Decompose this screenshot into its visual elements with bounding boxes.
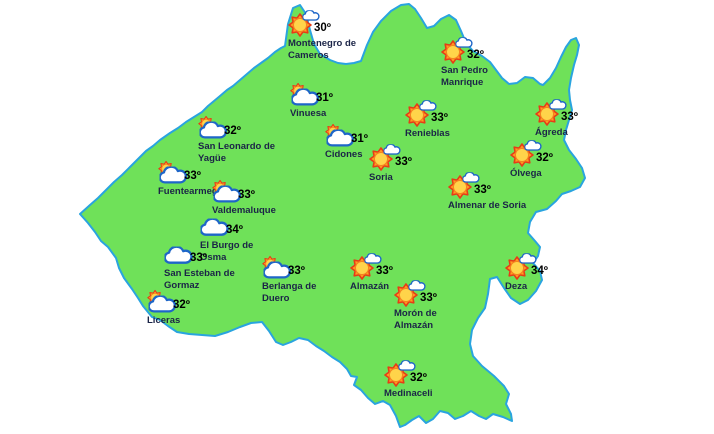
temperature-label: 32º bbox=[467, 49, 484, 61]
temperature-label: 32º bbox=[410, 372, 427, 384]
town-name-label: El Burgo de Osma bbox=[200, 240, 310, 263]
temperature-label: 30º bbox=[314, 22, 331, 34]
town-name-line: Almazán bbox=[350, 281, 390, 292]
town-name-line: San Esteban de bbox=[164, 268, 235, 279]
temperature-label: 31º bbox=[351, 133, 368, 145]
temperature-label: 32º bbox=[536, 152, 553, 164]
town-name-line: Deza bbox=[505, 281, 528, 292]
temperature-label: 33º bbox=[561, 111, 578, 123]
town-name-line: Almenar de Soria bbox=[448, 200, 527, 211]
temperature-label: 33º bbox=[190, 252, 207, 264]
town-name-line: Gormaz bbox=[164, 279, 200, 291]
temperature-label: 31º bbox=[316, 92, 333, 104]
town-name-label: Valdemaluque bbox=[212, 205, 322, 217]
town-marker-almenar-de-soria[interactable]: 33º Almenar de Soria bbox=[444, 170, 564, 240]
town-marker-berlanga-de-duero[interactable]: 33º Berlanga de Duero bbox=[258, 251, 378, 321]
town-marker-san-leonardo-de-yague[interactable]: 32º San Leonardo de Yagüe bbox=[194, 111, 314, 181]
temperature-label: 32º bbox=[224, 125, 241, 137]
temperature-label: 32º bbox=[173, 299, 190, 311]
town-name-label: Deza bbox=[505, 281, 615, 293]
town-name-label: San Pedro Manrique bbox=[441, 65, 551, 88]
temperature-label: 34º bbox=[226, 224, 243, 236]
town-name-line: Manrique bbox=[441, 76, 484, 88]
temperature-label: 33º bbox=[420, 292, 437, 304]
town-name-label: San Leonardo de Yagüe bbox=[198, 141, 308, 164]
town-name-line: Almazán bbox=[394, 319, 434, 331]
town-name-line: Ágreda bbox=[535, 127, 568, 138]
town-marker-moron-de-almazan[interactable]: 33º Morón de Almazán bbox=[390, 278, 510, 348]
town-name-label: Cidones bbox=[325, 149, 435, 161]
town-name-label: Liceras bbox=[147, 315, 257, 327]
town-marker-fuentearmegil[interactable]: 33º Fuentearmegil bbox=[154, 156, 274, 226]
town-marker-deza[interactable]: 34º Deza bbox=[501, 251, 621, 321]
town-name-line: Osma bbox=[200, 251, 227, 263]
town-name-line: Montenegro de bbox=[288, 38, 357, 49]
town-marker-san-pedro-manrique[interactable]: 32º San Pedro Manrique bbox=[437, 35, 557, 105]
town-name-label: Renieblas bbox=[405, 128, 515, 140]
town-marker-valdemaluque[interactable]: 33º Valdemaluque bbox=[208, 175, 328, 245]
town-name-line: Yagüe bbox=[198, 152, 226, 164]
town-name-line: Morón de bbox=[394, 308, 437, 319]
town-name-line: Valdemaluque bbox=[212, 205, 276, 216]
town-name-line: Vinuesa bbox=[290, 108, 327, 119]
town-name-label: Almazán bbox=[350, 281, 460, 293]
town-marker-medinaceli[interactable]: 32º Medinaceli bbox=[380, 358, 500, 428]
temperature-label: 33º bbox=[238, 189, 255, 201]
town-name-line: Cidones bbox=[325, 149, 363, 160]
town-marker-olvega[interactable]: 32º Ólvega bbox=[506, 138, 626, 208]
town-marker-almazan[interactable]: 33º Almazán bbox=[346, 251, 466, 321]
temperature-label: 33º bbox=[431, 112, 448, 124]
town-marker-soria[interactable]: 33º Soria bbox=[365, 142, 485, 212]
temperature-label: 33º bbox=[474, 184, 491, 196]
town-marker-vinuesa[interactable]: 31º Vinuesa bbox=[286, 78, 406, 148]
town-marker-agreda[interactable]: 33º Ágreda bbox=[531, 97, 651, 167]
town-name-label: Ágreda bbox=[535, 127, 645, 139]
town-name-label: San Esteban de Gormaz bbox=[164, 268, 274, 291]
town-name-label: Ólvega bbox=[510, 168, 620, 180]
town-name-line: El Burgo de bbox=[200, 240, 254, 251]
town-name-label: Fuentearmegil bbox=[158, 186, 268, 198]
town-name-label: Berlanga de Duero bbox=[262, 281, 372, 304]
temperature-label: 33º bbox=[395, 156, 412, 168]
town-name-line: Ólvega bbox=[510, 168, 542, 179]
temperature-label: 34º bbox=[531, 265, 548, 277]
town-name-label: Almenar de Soria bbox=[448, 200, 558, 212]
town-name-line: San Leonardo de bbox=[198, 141, 276, 152]
town-name-label: Vinuesa bbox=[290, 108, 400, 120]
town-marker-san-esteban-de-gormaz[interactable]: 33º San Esteban de Gormaz bbox=[160, 238, 280, 308]
town-name-line: Renieblas bbox=[405, 128, 450, 139]
town-name-line: Berlanga de bbox=[262, 281, 317, 292]
town-marker-montenegro-de-cameros[interactable]: 30º Montenegro de Cameros bbox=[284, 8, 404, 78]
town-marker-liceras[interactable]: 32º Liceras bbox=[143, 285, 263, 355]
town-name-line: Duero bbox=[262, 292, 290, 304]
town-name-line: Medinaceli bbox=[384, 388, 433, 399]
town-marker-el-burgo-de-osma[interactable]: 34º El Burgo de Osma bbox=[196, 210, 316, 280]
temperature-label: 33º bbox=[288, 265, 305, 277]
temperature-label: 33º bbox=[376, 265, 393, 277]
town-name-line: San Pedro bbox=[441, 65, 488, 76]
town-name-line: Fuentearmegil bbox=[158, 186, 223, 197]
town-name-label: Medinaceli bbox=[384, 388, 494, 400]
town-name-label: Soria bbox=[369, 172, 479, 184]
town-name-label: Morón de Almazán bbox=[394, 308, 504, 331]
town-name-label: Montenegro de Cameros bbox=[288, 38, 398, 61]
town-name-line: Liceras bbox=[147, 315, 181, 326]
temperature-label: 33º bbox=[184, 170, 201, 182]
town-marker-cidones[interactable]: 31º Cidones bbox=[321, 119, 441, 189]
province-shape bbox=[79, 3, 586, 428]
town-name-line: Soria bbox=[369, 172, 393, 183]
town-marker-renieblas[interactable]: 33º Renieblas bbox=[401, 98, 521, 168]
town-name-line: Cameros bbox=[288, 49, 329, 61]
